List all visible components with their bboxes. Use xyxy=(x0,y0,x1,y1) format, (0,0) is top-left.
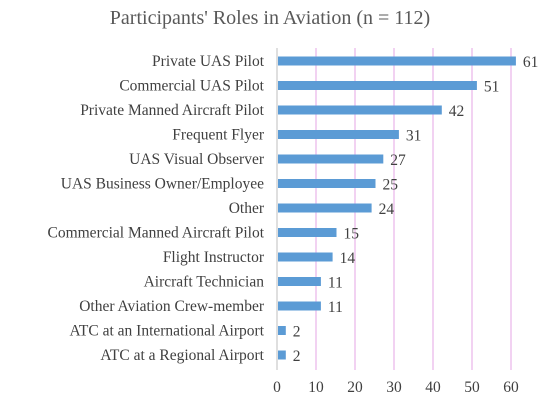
bars xyxy=(278,56,516,360)
value-label: 61 xyxy=(523,54,539,71)
x-tick-label: 20 xyxy=(347,379,363,396)
category-label: Private UAS Pilot xyxy=(152,53,265,70)
category-labels: Private UAS Pilot Commercial UAS Pilot Pri… xyxy=(47,53,264,364)
bar xyxy=(278,203,372,213)
bar xyxy=(278,105,442,115)
value-label: 11 xyxy=(328,275,343,292)
bar xyxy=(278,326,286,335)
bar xyxy=(278,179,376,188)
value-label: 11 xyxy=(328,299,343,316)
category-label: Commercial Manned Aircraft Pilot xyxy=(47,225,264,242)
category-label: UAS Visual Observer xyxy=(129,151,265,168)
value-label: 31 xyxy=(406,128,422,145)
x-tick-label: 30 xyxy=(386,379,402,396)
category-label: Aircraft Technician xyxy=(144,274,265,291)
value-label: 2 xyxy=(293,324,301,341)
bar xyxy=(278,130,399,139)
value-label: 15 xyxy=(344,226,360,243)
value-label: 25 xyxy=(383,177,399,194)
x-tick-label: 40 xyxy=(425,379,441,396)
category-label: Frequent Flyer xyxy=(172,127,265,144)
category-label: Other xyxy=(229,200,265,217)
bar xyxy=(278,56,516,66)
x-tick-label: 10 xyxy=(308,379,324,396)
bar xyxy=(278,81,477,90)
value-label: 14 xyxy=(340,250,356,267)
value-label: 51 xyxy=(484,79,500,96)
category-label: UAS Business Owner/Employee xyxy=(61,176,264,193)
category-label: Commercial UAS Pilot xyxy=(119,78,264,95)
value-label: 42 xyxy=(449,103,465,120)
category-label: ATC at a Regional Airport xyxy=(100,347,264,364)
bar xyxy=(278,301,321,311)
x-tick-label: 50 xyxy=(464,379,480,396)
value-label: 24 xyxy=(379,201,395,218)
value-label: 2 xyxy=(293,348,301,365)
chart-title: Participants' Roles in Aviation (n = 112… xyxy=(110,7,430,29)
category-label: ATC at an International Airport xyxy=(69,323,264,340)
x-tick-label: 0 xyxy=(273,379,281,396)
value-label: 27 xyxy=(390,152,406,169)
bar xyxy=(278,228,337,237)
x-tick-label: 60 xyxy=(503,379,519,396)
x-axis-tick-labels: 0 10 20 30 40 50 60 xyxy=(273,379,519,396)
category-label: Private Manned Aircraft Pilot xyxy=(80,102,264,119)
bar xyxy=(278,252,333,262)
bar xyxy=(278,277,321,286)
category-label: Flight Instructor xyxy=(163,249,265,266)
category-label: Other Aviation Crew-member xyxy=(79,298,265,315)
bar xyxy=(278,154,384,164)
bar xyxy=(278,350,286,360)
